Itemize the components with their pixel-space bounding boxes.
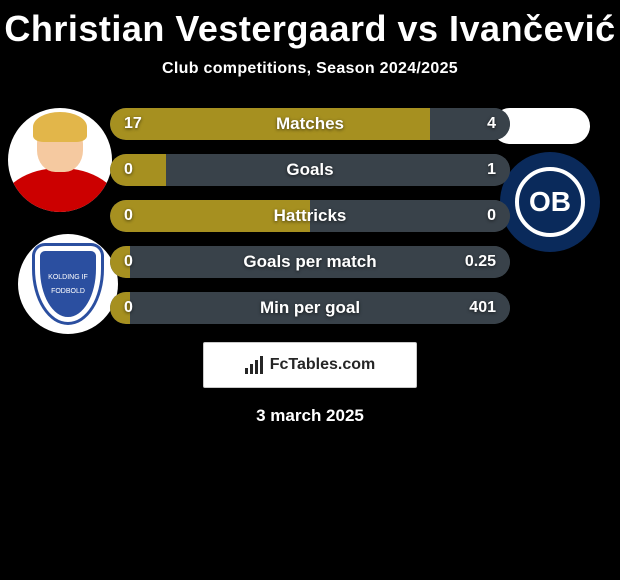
stat-label: Goals per match — [110, 246, 510, 278]
stat-label: Hattricks — [110, 200, 510, 232]
stat-row: 0 Min per goal 401 — [110, 292, 510, 324]
club-left-crest: KOLDING IF FODBOLD — [18, 234, 118, 334]
stat-row: 0 Hattricks 0 — [110, 200, 510, 232]
club-right-label: OB — [515, 167, 585, 237]
stat-label: Min per goal — [110, 292, 510, 324]
stat-value-right: 0.25 — [465, 246, 496, 278]
stat-value-right: 0 — [487, 200, 496, 232]
stat-row: 0 Goals 1 — [110, 154, 510, 186]
chart-icon — [245, 356, 265, 374]
snapshot-date: 3 march 2025 — [0, 406, 620, 426]
stat-value-right: 1 — [487, 154, 496, 186]
club-left-shield: KOLDING IF FODBOLD — [35, 246, 101, 322]
stat-label: Matches — [110, 108, 510, 140]
stat-value-right: 4 — [487, 108, 496, 140]
stat-row: 0 Goals per match 0.25 — [110, 246, 510, 278]
club-right-crest: OB — [500, 152, 600, 252]
page-title: Christian Vestergaard vs Ivančević — [0, 0, 620, 50]
stat-value-right: 401 — [469, 292, 496, 324]
comparison-container: KOLDING IF FODBOLD OB 17 Matches 4 0 Goa… — [0, 108, 620, 324]
player-left-avatar — [8, 108, 112, 212]
page-subtitle: Club competitions, Season 2024/2025 — [0, 60, 620, 78]
stat-row: 17 Matches 4 — [110, 108, 510, 140]
stat-label: Goals — [110, 154, 510, 186]
brand-text: FcTables.com — [270, 356, 376, 374]
brand-badge: FcTables.com — [203, 342, 417, 388]
